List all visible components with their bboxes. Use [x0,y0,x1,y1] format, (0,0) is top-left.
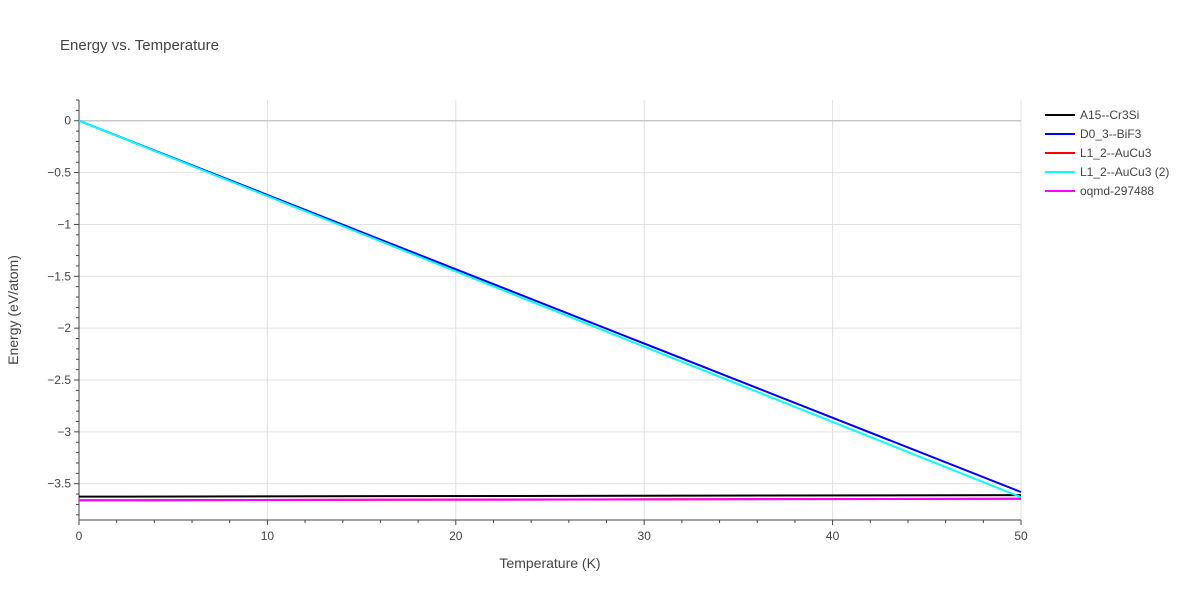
y-tick-label: −1 [57,217,71,231]
x-tick-label: 20 [449,529,463,543]
y-axis-title: Energy (eV/atom) [5,255,21,365]
legend-label-0: A15--Cr3Si [1080,108,1139,122]
x-tick-label: 30 [638,529,652,543]
legend-label-3: L1_2--AuCu3 (2) [1080,165,1169,179]
y-tick-label: −2.5 [47,373,71,387]
legend-label-4: oqmd-297488 [1080,184,1154,198]
axes [74,99,1022,525]
legend: A15--Cr3Si D0_3--BiF3 L1_2--AuCu3 L1_2--AuC… [1045,108,1169,198]
y-tick-label: −3.5 [47,477,71,491]
legend-label-2: L1_2--AuCu3 [1080,146,1152,160]
y-tick-label: 0 [64,114,71,128]
y-tick-label: −1.5 [47,269,71,283]
series-lines [78,119,1022,502]
y-tick-label: −3 [57,425,71,439]
series-line-3 [78,119,1022,499]
x-tick-label: 10 [261,529,275,543]
tick-labels: 0 10 20 30 40 50 0 −0.5 −1 −1.5 −2 −2.5 −3 −3.5 [47,114,1028,543]
x-tick-label: 0 [76,529,83,543]
series-line-0 [78,494,1022,498]
x-tick-label: 40 [826,529,840,543]
grid [79,100,1022,520]
series-line-4 [78,497,1022,502]
x-tick-label: 50 [1014,529,1028,543]
y-tick-label: −2 [57,321,71,335]
y-tick-label: −0.5 [47,166,71,180]
x-axis-title: Temperature (K) [499,555,600,571]
legend-label-1: D0_3--BiF3 [1080,127,1142,141]
chart-title: Energy vs. Temperature [60,37,219,54]
